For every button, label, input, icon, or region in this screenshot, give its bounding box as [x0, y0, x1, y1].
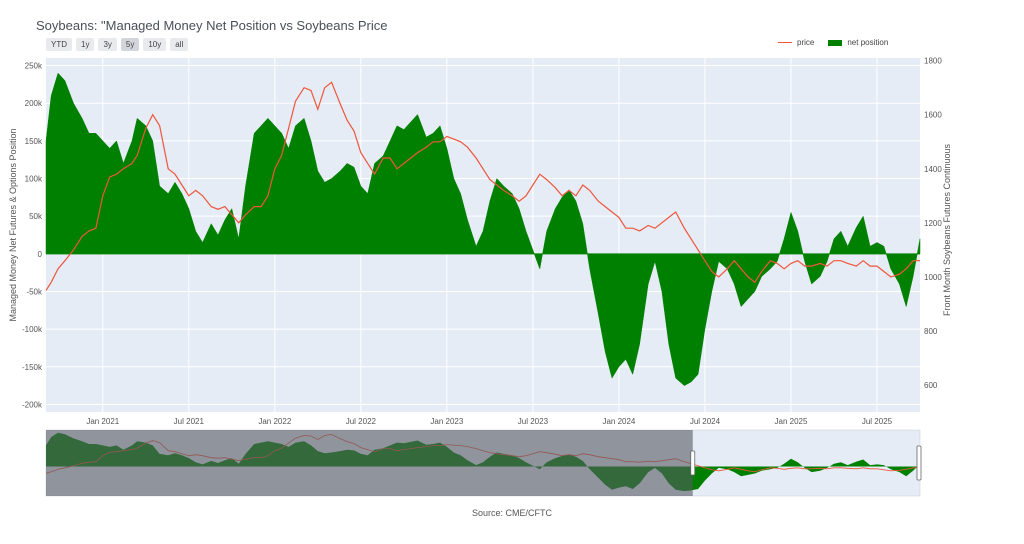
x-tick: Jan 2025: [775, 417, 808, 426]
legend: price net position: [778, 38, 888, 47]
y-tick-left: 150k: [25, 137, 43, 146]
range-selector: YTD 1y 3y 5y 10y all: [46, 38, 189, 51]
y-tick-left: 250k: [25, 62, 43, 71]
range-slider-handle-left[interactable]: [690, 450, 696, 476]
range-button-ytd[interactable]: YTD: [46, 38, 72, 51]
net-position-area: [45, 72, 921, 386]
x-tick: Jul 2025: [862, 417, 893, 426]
legend-label-net-position: net position: [847, 38, 889, 47]
range-button-10y[interactable]: 10y: [143, 38, 167, 51]
source-note: Source: CME/CFTC: [471, 508, 552, 518]
range-slider-handle-right[interactable]: [916, 445, 922, 481]
legend-item-price[interactable]: price: [778, 38, 814, 47]
legend-label-price: price: [797, 38, 815, 47]
range-button-3y[interactable]: 3y: [98, 38, 117, 51]
y-tick-right: 800: [924, 327, 938, 336]
y-tick-left: -100k: [22, 325, 43, 334]
price-line: [45, 81, 920, 291]
range-slider-mask: [46, 430, 693, 496]
range-button-all[interactable]: all: [170, 38, 189, 51]
range-button-5y[interactable]: 5y: [120, 38, 140, 51]
y-tick-right: 600: [924, 381, 938, 390]
y-tick-left: 100k: [25, 175, 43, 184]
y-tick-right: 1800: [924, 57, 942, 66]
y-tick-left: 200k: [25, 99, 43, 108]
x-tick: Jul 2023: [518, 417, 549, 426]
x-tick: Jan 2021: [86, 417, 119, 426]
legend-item-net-position[interactable]: net position: [828, 38, 888, 47]
y-tick-left: -150k: [22, 363, 43, 372]
x-tick: Jul 2024: [690, 417, 721, 426]
x-tick: Jan 2024: [602, 417, 635, 426]
net-position-swatch: [828, 39, 843, 46]
y-tick-left: 0: [38, 250, 43, 259]
x-tick: Jul 2021: [174, 417, 205, 426]
x-tick: Jan 2023: [430, 417, 463, 426]
y-tick-right: 1400: [924, 165, 942, 174]
y-tick-left: -200k: [22, 400, 43, 409]
y-tick-left: 50k: [29, 212, 43, 221]
y-tick-left: -50k: [26, 287, 43, 296]
x-tick: Jul 2022: [346, 417, 377, 426]
price-swatch: [778, 42, 792, 43]
y-tick-right: 1600: [924, 111, 942, 120]
chart-title: Soybeans: "Managed Money Net Position vs…: [36, 18, 388, 33]
range-button-1y[interactable]: 1y: [76, 38, 95, 51]
y-tick-right: 1200: [924, 219, 942, 228]
y-tick-right: 1000: [924, 273, 942, 282]
x-tick: Jan 2022: [258, 417, 291, 426]
